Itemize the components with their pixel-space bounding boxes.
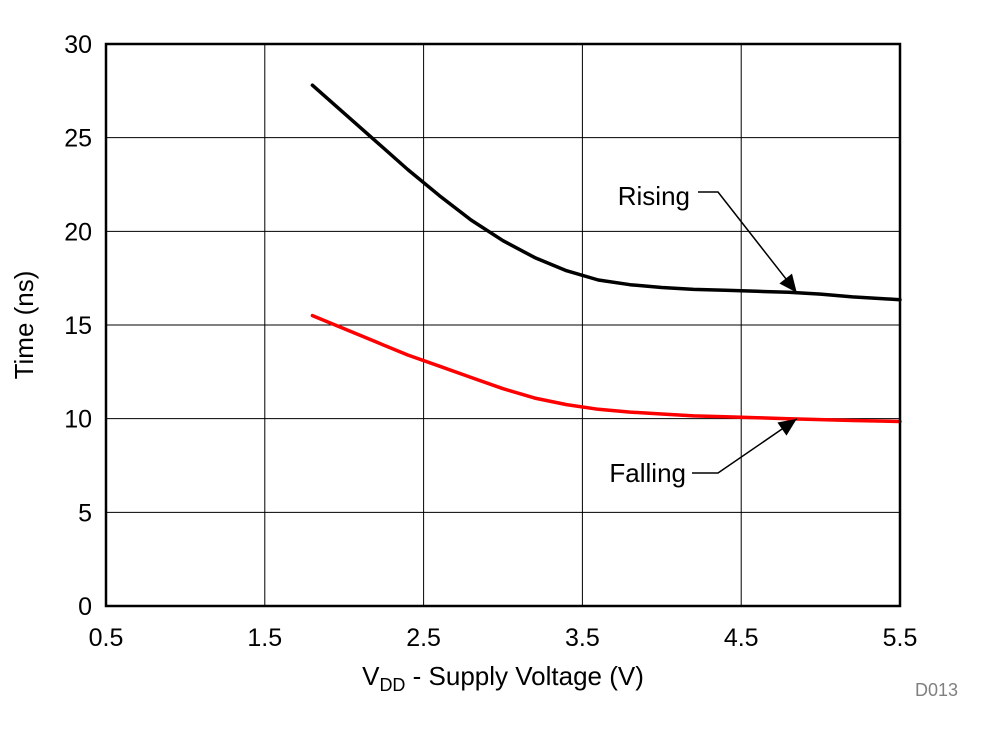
- annotation-leader-falling: [692, 418, 798, 474]
- figure-id: D013: [915, 680, 958, 700]
- x-tick-label: 4.5: [724, 624, 759, 652]
- y-tick-label: 25: [64, 125, 92, 153]
- annotations: Rising Falling: [609, 181, 798, 488]
- arrow-head-icon: [779, 273, 797, 293]
- plot-frame: [104, 42, 902, 608]
- x-axis-label-main: V: [362, 661, 380, 691]
- annotation-falling: Falling: [609, 458, 686, 488]
- x-axis-label-sub: DD: [379, 675, 405, 695]
- x-tick-label: 5.5: [883, 624, 918, 652]
- x-tick-label: 0.5: [89, 624, 124, 652]
- series-line-rising: [310, 83, 902, 302]
- x-tick-label: 3.5: [565, 624, 600, 652]
- x-tick-label: 1.5: [247, 624, 282, 652]
- grid-lines: [105, 43, 901, 607]
- series-line-falling: [310, 313, 902, 424]
- y-tick-label: 15: [64, 312, 92, 340]
- x-tick-labels: 0.5 1.5 2.5 3.5 4.5 5.5: [89, 624, 918, 652]
- x-axis-label-rest: - Supply Voltage (V): [405, 661, 643, 691]
- series-lines: [310, 83, 902, 424]
- y-tick-label: 0: [78, 593, 92, 621]
- arrow-head-icon: [777, 418, 797, 436]
- annotation-rising: Rising: [618, 181, 690, 211]
- y-axis-label: Time (ns): [9, 271, 39, 380]
- annotation-leader-rising: [698, 191, 798, 294]
- y-tick-label: 30: [64, 31, 92, 59]
- y-tick-label: 20: [64, 218, 92, 246]
- y-tick-label: 5: [78, 499, 92, 527]
- y-tick-label: 10: [64, 406, 92, 434]
- x-axis-label: VDD - Supply Voltage (V): [362, 661, 644, 695]
- y-tick-labels: 0 5 10 15 20 25 30: [64, 31, 92, 621]
- x-tick-label: 2.5: [406, 624, 441, 652]
